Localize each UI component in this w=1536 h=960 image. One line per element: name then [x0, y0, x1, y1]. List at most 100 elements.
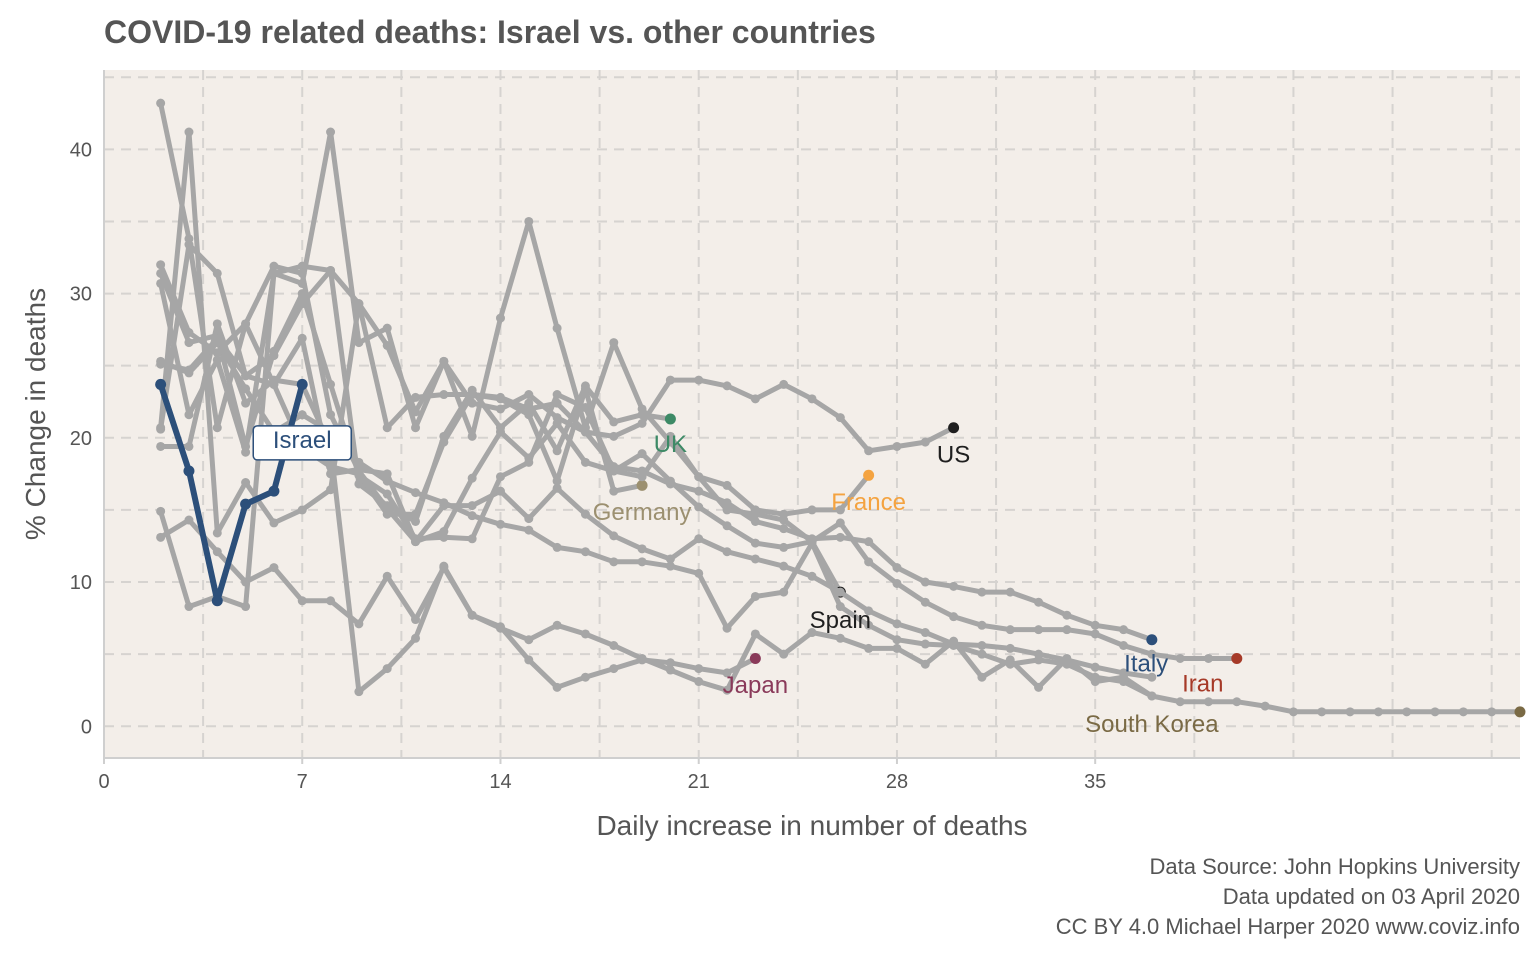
data-point: [835, 532, 845, 542]
data-point: [1119, 677, 1129, 687]
data-point: [354, 479, 364, 489]
data-point: [326, 596, 336, 606]
data-point: [467, 534, 477, 544]
data-point: [1062, 655, 1072, 665]
series-label-italy: Italy: [1124, 650, 1168, 677]
data-point: [892, 563, 902, 573]
x-axis-ticks: 0 7 14 21 28 35: [98, 758, 1106, 793]
data-point: [184, 410, 194, 420]
data-point: [1005, 659, 1015, 669]
data-point: [1090, 629, 1100, 639]
data-point: [411, 509, 421, 519]
data-point: [1147, 649, 1157, 659]
data-point: [495, 486, 505, 496]
caption-source: Data Source: John Hopkins University: [1150, 854, 1521, 879]
data-point: [920, 597, 930, 607]
series-italy: [156, 127, 1158, 646]
data-point: [241, 384, 251, 394]
data-point: [297, 289, 307, 299]
data-point: [354, 457, 364, 467]
series-label-israel: Israel: [273, 427, 332, 454]
caption-updated: Data updated on 03 April 2020: [1223, 884, 1520, 909]
data-point: [326, 379, 336, 389]
data-point: [184, 127, 194, 137]
data-point: [184, 368, 194, 378]
data-point: [864, 606, 874, 616]
data-point: [1090, 672, 1100, 682]
data-point: [411, 488, 421, 498]
data-point: [241, 577, 251, 587]
data-point: [241, 478, 251, 488]
data-point: [1430, 707, 1440, 717]
data-point: [1458, 707, 1468, 717]
data-point: [892, 643, 902, 653]
data-point: [326, 469, 336, 479]
data-point: [1317, 707, 1327, 717]
data-point: [977, 640, 987, 650]
data-point: [297, 410, 307, 420]
data-point: [864, 446, 874, 456]
data-point: [212, 268, 222, 278]
data-point: [524, 390, 534, 400]
data-point: [212, 338, 222, 348]
y-tick-label: 40: [70, 139, 92, 161]
data-point: [552, 390, 562, 400]
data-point: [382, 469, 392, 479]
data-point: [722, 381, 732, 391]
data-point: [156, 532, 166, 542]
series-iran: [156, 268, 1243, 664]
data-point: [382, 323, 392, 333]
data-point: [240, 498, 252, 510]
data-point: [835, 633, 845, 643]
data-point: [779, 379, 789, 389]
data-point: [1034, 597, 1044, 607]
data-point: [1034, 682, 1044, 692]
data-point: [411, 615, 421, 625]
data-point: [779, 542, 789, 552]
data-point: [1090, 620, 1100, 630]
series-label-south-korea: South Korea: [1085, 711, 1219, 738]
data-point: [835, 505, 845, 515]
data-point: [269, 563, 279, 573]
data-point: [1034, 625, 1044, 635]
plot-area: UK Germany US France Spain Italy Iran South Kor…: [103, 70, 1526, 759]
label-box: [252, 425, 352, 461]
data-point: [694, 502, 704, 512]
series-end-point: [749, 652, 761, 664]
series-label-iran: Iran: [1182, 671, 1223, 698]
series-end-point: [664, 413, 676, 425]
series-label-spain: Spain: [810, 607, 871, 634]
data-point: [722, 521, 732, 531]
data-point: [1175, 697, 1185, 707]
data-point: [609, 640, 619, 650]
data-point: [269, 268, 279, 278]
data-point: [269, 346, 279, 356]
data-point: [439, 390, 449, 400]
data-point: [949, 612, 959, 622]
data-point: [694, 534, 704, 544]
data-point: [722, 623, 732, 633]
y-axis-ticks: 0 10 20 30 40: [70, 139, 92, 738]
data-point: [297, 333, 307, 343]
data-point: [920, 639, 930, 649]
data-point: [580, 457, 590, 467]
x-tick-label: 35: [1084, 771, 1106, 793]
data-point: [439, 532, 449, 542]
x-tick-label: 7: [297, 771, 308, 793]
series-israel: [155, 378, 308, 607]
series-end-point: [948, 422, 960, 434]
data-point: [779, 587, 789, 597]
data-point: [1062, 625, 1072, 635]
data-point: [411, 516, 421, 526]
data-point: [156, 506, 166, 516]
data-point: [637, 655, 647, 665]
data-point: [779, 524, 789, 534]
data-point: [1147, 672, 1157, 682]
data-point: [439, 356, 449, 366]
data-point: [211, 595, 223, 607]
data-point: [155, 378, 167, 390]
caption-license: CC BY 4.0 Michael Harper 2020 www.coviz.…: [1056, 914, 1520, 939]
data-point: [1373, 707, 1383, 717]
data-point: [694, 472, 704, 482]
data-point: [1119, 668, 1129, 678]
